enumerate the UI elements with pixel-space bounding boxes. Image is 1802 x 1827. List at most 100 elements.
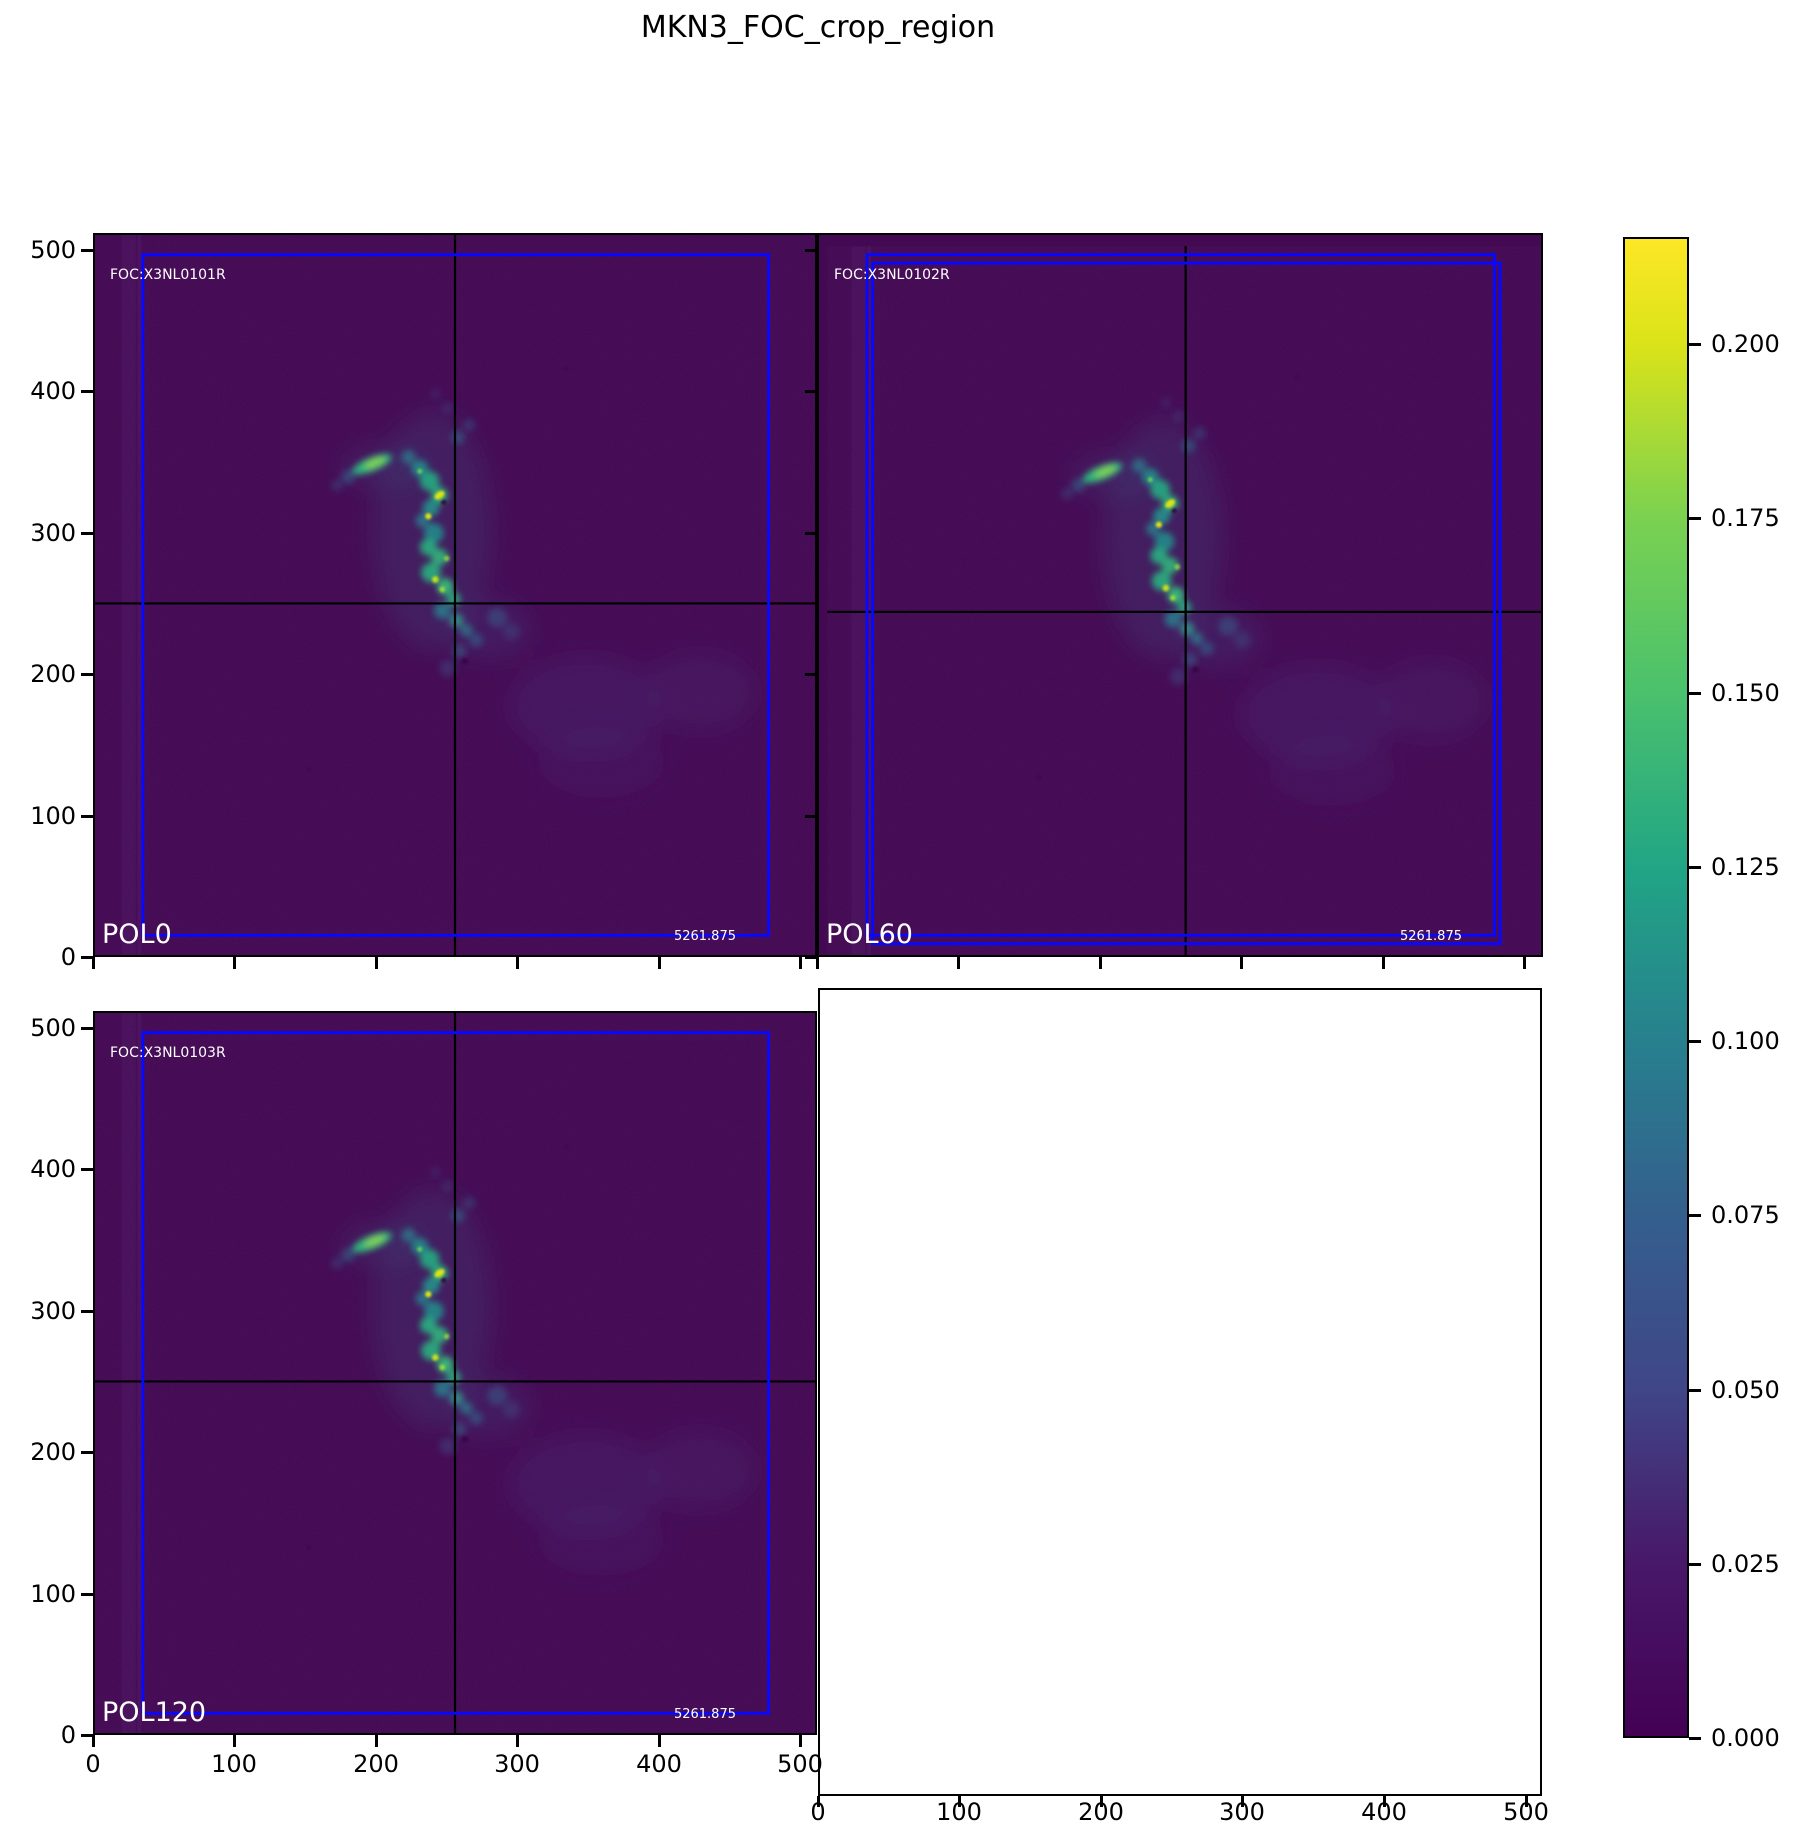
pol120-foc-id-label: FOC:X3NL0103R — [110, 1045, 226, 1061]
colorbar-tick-label: 0.150 — [1711, 679, 1780, 707]
colorbar-tick-mark — [1689, 1389, 1701, 1392]
colorbar-tick-label: 0.075 — [1711, 1201, 1780, 1229]
y-tick-label: 100 — [30, 1580, 76, 1608]
x-tick-mark — [799, 1735, 802, 1747]
x-tick-label: 200 — [353, 1750, 399, 1778]
colorbar — [1623, 237, 1689, 1738]
x-tick-mark — [1525, 1796, 1528, 1807]
y-tick-label: 300 — [30, 1297, 76, 1325]
y-tick-mark — [81, 532, 93, 535]
x-tick-mark — [1099, 957, 1102, 969]
pol120-heatmap-image — [95, 1013, 815, 1733]
x-tick-mark — [1383, 1796, 1386, 1807]
pol60-panel-label: POL60 — [826, 919, 913, 950]
y-tick-mark — [81, 956, 93, 959]
x-tick-label: 100 — [936, 1798, 982, 1826]
y-tick-mark — [805, 390, 817, 393]
x-tick-mark — [1100, 1796, 1103, 1807]
pol60-foc-id-label: FOC:X3NL0102R — [834, 267, 950, 283]
colorbar-tick-mark — [1689, 1737, 1701, 1740]
colorbar-tick-label: 0.100 — [1711, 1027, 1780, 1055]
y-tick-mark — [805, 249, 817, 252]
y-tick-mark — [81, 673, 93, 676]
x-tick-label: 0 — [810, 1798, 826, 1826]
x-tick-mark — [92, 957, 95, 969]
x-tick-mark — [516, 1735, 519, 1747]
x-tick-mark — [957, 957, 960, 969]
x-tick-mark — [1382, 957, 1385, 969]
y-tick-label: 0 — [60, 943, 76, 971]
y-tick-label: 400 — [30, 377, 76, 405]
pol120-value-label: 5261.875 — [673, 1707, 736, 1722]
x-tick-mark — [658, 957, 661, 969]
y-tick-mark — [81, 249, 93, 252]
x-tick-mark — [375, 957, 378, 969]
y-tick-mark — [81, 815, 93, 818]
panel-pol60: FOC:X3NL0102R POL60 5261.875 — [817, 233, 1543, 957]
x-tick-label: 300 — [494, 1750, 540, 1778]
x-tick-mark — [516, 957, 519, 969]
x-tick-label: 300 — [1219, 1798, 1265, 1826]
pol0-panel-label: POL0 — [102, 919, 172, 950]
colorbar-tick-mark — [1689, 1040, 1701, 1043]
x-tick-mark — [816, 957, 819, 969]
panel-pol120: FOC:X3NL0103R POL120 5261.875 — [93, 1011, 817, 1735]
x-tick-label: 0 — [85, 1750, 101, 1778]
pol0-foc-id-label: FOC:X3NL0101R — [110, 267, 226, 283]
panel-pol0: FOC:X3NL0101R POL0 5261.875 — [93, 233, 817, 957]
colorbar-tick-label: 0.175 — [1711, 504, 1780, 532]
x-tick-label: 200 — [1078, 1798, 1124, 1826]
x-tick-mark — [1523, 957, 1526, 969]
colorbar-tick-label: 0.000 — [1711, 1724, 1780, 1752]
x-tick-mark — [799, 957, 802, 969]
y-tick-label: 500 — [30, 236, 76, 264]
y-tick-mark — [81, 1451, 93, 1454]
x-tick-label: 500 — [777, 1750, 823, 1778]
colorbar-tick-mark — [1689, 517, 1701, 520]
y-tick-mark — [805, 956, 817, 959]
x-tick-mark — [958, 1796, 961, 1807]
colorbar-tick-mark — [1689, 692, 1701, 695]
x-tick-mark — [375, 1735, 378, 1747]
y-tick-label: 100 — [30, 802, 76, 830]
x-tick-mark — [1240, 957, 1243, 969]
x-tick-mark — [233, 1735, 236, 1747]
y-tick-label: 0 — [60, 1721, 76, 1749]
pol120-panel-label: POL120 — [102, 1697, 207, 1728]
x-tick-label: 400 — [636, 1750, 682, 1778]
colorbar-tick-mark — [1689, 343, 1701, 346]
y-tick-label: 300 — [30, 519, 76, 547]
pol0-value-label: 5261.875 — [673, 929, 736, 944]
y-tick-mark — [805, 532, 817, 535]
x-tick-label: 100 — [211, 1750, 257, 1778]
pol0-heatmap-image — [95, 235, 815, 955]
y-tick-mark — [81, 1310, 93, 1313]
figure-title: MKN3_FOC_crop_region — [640, 10, 996, 45]
x-tick-mark — [817, 1796, 820, 1807]
x-tick-mark — [92, 1735, 95, 1747]
colorbar-tick-mark — [1689, 1214, 1701, 1217]
colorbar-tick-mark — [1689, 1563, 1701, 1566]
pol60-value-label: 5261.875 — [1399, 929, 1462, 944]
colorbar-tick-label: 0.025 — [1711, 1550, 1780, 1578]
y-tick-mark — [805, 815, 817, 818]
y-tick-mark — [81, 1593, 93, 1596]
y-tick-mark — [805, 673, 817, 676]
y-tick-label: 500 — [30, 1014, 76, 1042]
y-tick-mark — [81, 1734, 93, 1737]
y-tick-mark — [81, 1027, 93, 1030]
colorbar-tick-label: 0.125 — [1711, 853, 1780, 881]
x-tick-mark — [1241, 1796, 1244, 1807]
colorbar-tick-mark — [1689, 866, 1701, 869]
x-tick-label: 500 — [1503, 1798, 1549, 1826]
y-tick-label: 200 — [30, 660, 76, 688]
colorbar-tick-label: 0.050 — [1711, 1376, 1780, 1404]
x-tick-mark — [658, 1735, 661, 1747]
y-tick-mark — [81, 1168, 93, 1171]
colorbar-tick-label: 0.200 — [1711, 330, 1780, 358]
pol60-heatmap-image — [819, 235, 1541, 955]
y-tick-mark — [81, 390, 93, 393]
x-tick-label: 400 — [1361, 1798, 1407, 1826]
panel-empty — [818, 988, 1542, 1796]
